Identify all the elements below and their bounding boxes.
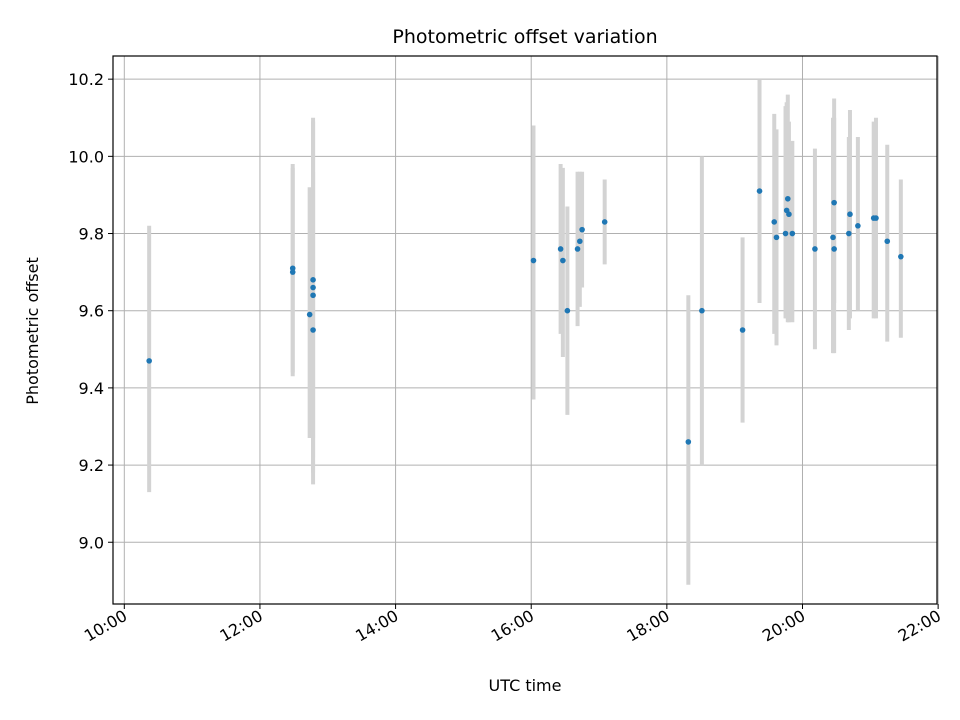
- data-point: [601, 219, 608, 225]
- data-point: [557, 246, 564, 252]
- data-point: [756, 188, 763, 194]
- x-axis-title: UTC time: [489, 676, 562, 695]
- data-point: [830, 234, 836, 241]
- data-point: [289, 265, 296, 272]
- data-point: [831, 246, 837, 252]
- data-points: [146, 188, 904, 445]
- data-point: [310, 284, 316, 291]
- y-tick-label: 10.0: [68, 147, 104, 166]
- data-point: [577, 238, 583, 245]
- data-point: [773, 234, 780, 241]
- data-point: [873, 215, 879, 221]
- data-point: [831, 199, 837, 206]
- data-point: [789, 230, 796, 237]
- y-axis: 9.0 9.2 9.4 9.6 9.8 10.0 10.2: [68, 70, 113, 552]
- y-tick-label: 9.4: [79, 379, 104, 398]
- data-point: [306, 311, 313, 318]
- data-point: [812, 246, 818, 252]
- data-point: [530, 257, 537, 264]
- y-tick-label: 9.8: [79, 225, 104, 244]
- data-point: [847, 211, 853, 218]
- data-point: [784, 195, 791, 202]
- data-point: [579, 226, 585, 233]
- data-point: [289, 269, 296, 275]
- data-point: [146, 358, 152, 364]
- data-point: [310, 327, 316, 333]
- y-tick-label: 9.6: [79, 302, 104, 321]
- y-axis-title: Photometric offset: [23, 257, 42, 405]
- y-tick-label: 9.2: [79, 456, 104, 475]
- data-point: [786, 211, 792, 218]
- plot-frame: [112, 55, 938, 605]
- data-point: [685, 439, 692, 445]
- grid: [113, 56, 939, 604]
- data-point: [771, 219, 778, 225]
- data-point: [574, 246, 581, 252]
- data-point: [564, 307, 571, 314]
- data-point: [310, 292, 316, 299]
- data-point: [310, 277, 316, 283]
- data-point: [739, 327, 746, 333]
- data-point: [560, 257, 566, 264]
- data-point: [699, 307, 705, 314]
- y-tick-label: 10.2: [68, 70, 104, 89]
- data-point: [898, 253, 904, 260]
- chart-title: Photometric offset variation: [392, 26, 657, 48]
- data-point: [846, 230, 852, 237]
- data-point: [782, 230, 789, 237]
- data-point: [855, 223, 861, 229]
- data-point: [884, 238, 891, 245]
- y-tick-label: 9.0: [79, 533, 104, 552]
